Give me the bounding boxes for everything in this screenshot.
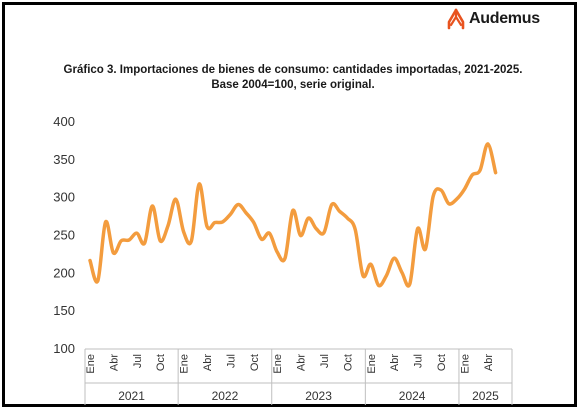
data-point <box>104 220 107 223</box>
y-tick-label: 250 <box>53 228 75 243</box>
data-point <box>206 225 209 228</box>
x-tick-label: Ene <box>366 354 378 374</box>
x-tick-label: Jul <box>413 354 425 368</box>
data-point <box>486 142 489 145</box>
data-point <box>291 209 294 212</box>
x-tick-label: Ene <box>85 354 97 374</box>
brand-logo: Audemus <box>445 8 540 30</box>
data-point <box>229 213 232 216</box>
series-line <box>88 142 498 288</box>
data-point <box>463 188 466 191</box>
x-tick-label: Abr <box>483 354 495 371</box>
year-label: 2021 <box>118 389 145 403</box>
x-tick-label: Abr <box>202 354 214 371</box>
data-point <box>135 232 138 235</box>
data-point <box>393 257 396 260</box>
x-tick-label: Jul <box>132 354 144 368</box>
x-tick-label: Jul <box>225 354 237 368</box>
data-point <box>338 210 341 213</box>
data-point <box>245 211 248 214</box>
x-tick-label: Ene <box>272 354 284 374</box>
data-point <box>260 238 263 241</box>
chart-subtitle: Base 2004=100, serie original. <box>211 79 375 91</box>
data-point <box>354 228 357 231</box>
x-tick-label: Ene <box>179 354 191 374</box>
data-point <box>494 171 497 174</box>
data-point <box>237 203 240 206</box>
year-label: 2025 <box>472 389 499 403</box>
data-point <box>198 183 201 186</box>
data-point <box>307 217 310 220</box>
data-point <box>182 230 185 233</box>
data-point <box>440 189 443 192</box>
data-point <box>424 248 427 251</box>
x-tick-label: Oct <box>155 354 167 371</box>
audemus-logo-icon <box>447 8 465 30</box>
data-point <box>89 259 92 262</box>
data-point <box>190 239 193 242</box>
x-tick-label: Oct <box>436 354 448 371</box>
data-point <box>268 232 271 235</box>
x-tick-label: Abr <box>296 354 308 371</box>
data-point <box>159 239 162 242</box>
year-label: 2024 <box>399 389 426 403</box>
data-point <box>408 282 411 285</box>
chart-frame <box>2 2 577 407</box>
data-point <box>479 169 482 172</box>
data-point <box>96 279 99 282</box>
data-point <box>471 174 474 177</box>
y-tick-label: 150 <box>53 303 75 318</box>
data-point <box>369 263 372 266</box>
brand-name: Audemus <box>469 10 540 27</box>
y-tick-label: 200 <box>53 265 75 280</box>
data-point <box>299 234 302 237</box>
data-point <box>276 251 279 254</box>
data-point <box>128 239 131 242</box>
data-point <box>416 227 419 230</box>
x-tick-label: Jul <box>319 354 331 368</box>
chart-title: Gráfico 3. Importaciones de bienes de co… <box>63 64 523 76</box>
data-point <box>221 220 224 223</box>
data-point <box>167 224 170 227</box>
y-tick-label: 400 <box>53 114 75 129</box>
data-point <box>315 227 318 230</box>
data-point <box>112 251 115 254</box>
year-label: 2023 <box>305 389 332 403</box>
data-point <box>455 198 458 201</box>
x-tick-label: Oct <box>249 354 261 371</box>
year-label: 2022 <box>212 389 239 403</box>
data-point <box>447 202 450 205</box>
data-point <box>252 221 255 224</box>
data-point <box>385 274 388 277</box>
data-point <box>432 195 435 198</box>
y-tick-label: 300 <box>53 190 75 205</box>
data-point <box>174 198 177 201</box>
data-point <box>330 203 333 206</box>
data-point <box>346 217 349 220</box>
data-point <box>401 271 404 274</box>
x-tick-label: Ene <box>459 354 471 374</box>
data-point <box>362 274 365 277</box>
data-point <box>143 242 146 245</box>
y-tick-label: 100 <box>53 341 75 356</box>
data-point <box>213 221 216 224</box>
data-point <box>323 231 326 234</box>
y-tick-label: 350 <box>53 152 75 167</box>
x-tick-label: Abr <box>389 354 401 371</box>
data-point <box>151 205 154 208</box>
data-point <box>284 257 287 260</box>
data-point <box>120 239 123 242</box>
chart-title-block: Gráfico 3. Importaciones de bienes de co… <box>0 63 586 93</box>
x-tick-label: Oct <box>342 354 354 371</box>
x-tick-label: Abr <box>108 354 120 371</box>
data-point <box>377 284 380 287</box>
